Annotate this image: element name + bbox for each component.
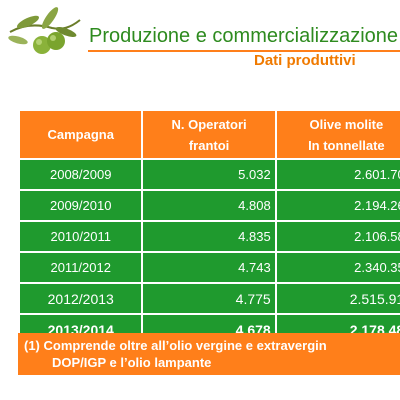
production-table: Campagna N. Operatori frantoi Olive molit… bbox=[17, 109, 400, 347]
cell-campagna: 2011/2012 bbox=[17, 251, 144, 284]
page-subtitle: Dati produttivi bbox=[254, 52, 356, 69]
cell-campagna: 2008/2009 bbox=[17, 158, 144, 191]
footnote-line-2: DOP/IGP e l’olio lampante bbox=[52, 355, 212, 370]
cell-campagna: 2012/2013 bbox=[17, 282, 144, 315]
table-row: 2010/2011 4.835 2.106.588 bbox=[17, 220, 400, 253]
table-row: 2011/2012 4.743 2.340.352 bbox=[17, 251, 400, 284]
page-title: Produzione e commercializzazione bbox=[89, 25, 399, 47]
cell-campagna: 2010/2011 bbox=[17, 220, 144, 253]
cell-operatori: 5.032 bbox=[141, 158, 277, 191]
footnote-line-1: (1) Comprende oltre all’olio vergine e e… bbox=[24, 338, 327, 353]
table-row: 2012/2013 4.775 2.515.910 bbox=[17, 282, 400, 315]
olive-branch-logo bbox=[4, 2, 84, 60]
cell-olive: 2.515.910 bbox=[274, 282, 400, 315]
cell-campagna: 2009/2010 bbox=[17, 189, 144, 222]
table-row: 2009/2010 4.808 2.194.266 bbox=[17, 189, 400, 222]
header-olive: Olive molite In tonnellate bbox=[274, 109, 400, 160]
cell-operatori: 4.808 bbox=[141, 189, 277, 222]
cell-olive: 2.601.706 bbox=[274, 158, 400, 191]
table-row: 2008/2009 5.032 2.601.706 bbox=[17, 158, 400, 191]
header-campagna: Campagna bbox=[17, 109, 144, 160]
cell-olive: 2.194.266 bbox=[274, 189, 400, 222]
cell-operatori: 4.775 bbox=[141, 282, 277, 315]
title-underline bbox=[88, 50, 400, 52]
header-line: N. Operatori bbox=[171, 116, 247, 132]
header-line: frantoi bbox=[188, 137, 230, 153]
header-line: Olive molite bbox=[309, 116, 384, 132]
header-line: In tonnellate bbox=[308, 137, 385, 153]
cell-olive: 2.340.352 bbox=[274, 251, 400, 284]
cell-operatori: 4.743 bbox=[141, 251, 277, 284]
table-header-row: Campagna N. Operatori frantoi Olive molit… bbox=[17, 109, 400, 160]
footnote-box: (1) Comprende oltre all’olio vergine e e… bbox=[18, 333, 400, 375]
cell-operatori: 4.835 bbox=[141, 220, 277, 253]
cell-olive: 2.106.588 bbox=[274, 220, 400, 253]
header-operatori: N. Operatori frantoi bbox=[141, 109, 277, 160]
